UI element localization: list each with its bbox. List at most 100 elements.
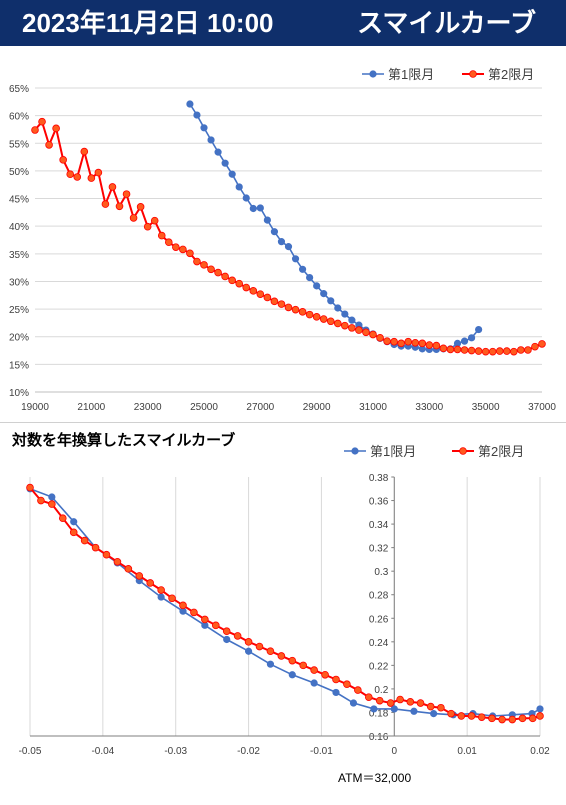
data-point-series-2 xyxy=(396,695,404,704)
data-point-series-2 xyxy=(386,699,395,707)
data-point-series-1 xyxy=(200,124,208,132)
x-tick-label: 25000 xyxy=(190,402,218,413)
data-point-series-2 xyxy=(168,594,176,603)
x-tick-label: 27000 xyxy=(246,402,274,413)
data-point-series-2 xyxy=(355,326,363,334)
data-point-series-2 xyxy=(341,321,349,330)
x-tick-label: 0.01 xyxy=(457,746,477,757)
data-point-series-1 xyxy=(332,688,340,697)
y-tick-label: 0.24 xyxy=(369,638,389,649)
data-point-series-1 xyxy=(157,593,165,601)
data-point-series-2 xyxy=(129,214,138,222)
data-point-series-2 xyxy=(201,615,209,624)
x-tick-label: 33000 xyxy=(415,402,443,413)
data-point-series-2 xyxy=(510,347,518,356)
y-tick-label: 35% xyxy=(9,250,29,261)
legend-marker-2 xyxy=(459,447,467,455)
legend-label-2: 第2限月 xyxy=(478,444,524,459)
data-point-series-2 xyxy=(397,339,405,348)
y-tick-label: 60% xyxy=(9,112,29,123)
data-point-series-2 xyxy=(477,713,486,721)
data-point-series-1 xyxy=(341,310,349,318)
data-point-series-2 xyxy=(26,483,34,492)
data-point-series-2 xyxy=(277,652,286,660)
data-point-series-2 xyxy=(157,231,166,240)
data-point-series-2 xyxy=(66,170,75,179)
data-point-series-1 xyxy=(475,325,483,334)
data-point-series-2 xyxy=(172,243,180,251)
data-point-series-1 xyxy=(193,111,201,119)
data-point-series-1 xyxy=(266,660,275,668)
data-point-series-1 xyxy=(249,204,257,213)
y-tick-label: 25% xyxy=(9,305,29,316)
data-point-series-1 xyxy=(207,136,215,144)
data-point-series-2 xyxy=(369,330,377,339)
data-point-series-2 xyxy=(190,608,198,617)
data-point-series-2 xyxy=(91,543,100,552)
data-point-series-2 xyxy=(135,572,144,580)
data-point-series-2 xyxy=(305,310,314,319)
data-point-series-2 xyxy=(321,670,329,679)
data-point-series-2 xyxy=(80,536,89,545)
data-point-series-2 xyxy=(284,303,293,312)
data-point-series-2 xyxy=(364,693,373,701)
data-point-series-2 xyxy=(146,579,155,587)
data-point-series-2 xyxy=(538,340,546,348)
data-point-series-2 xyxy=(343,680,351,689)
data-point-series-2 xyxy=(45,141,53,149)
data-point-series-2 xyxy=(228,276,236,285)
data-point-series-2 xyxy=(186,249,194,258)
data-point-series-2 xyxy=(80,147,89,156)
data-point-series-2 xyxy=(447,709,455,718)
data-point-series-1 xyxy=(291,255,300,263)
data-point-series-2 xyxy=(439,344,448,353)
data-point-series-1 xyxy=(221,159,229,167)
data-point-series-1 xyxy=(70,518,78,526)
data-point-series-1 xyxy=(298,265,307,273)
data-point-series-1 xyxy=(256,204,264,212)
data-point-series-2 xyxy=(432,341,441,350)
data-point-series-2 xyxy=(460,346,469,354)
data-point-series-2 xyxy=(508,715,517,724)
data-point-series-1 xyxy=(244,647,253,655)
data-point-series-2 xyxy=(383,337,391,345)
data-point-series-1 xyxy=(313,282,321,290)
data-point-series-1 xyxy=(370,705,378,713)
data-point-series-2 xyxy=(425,341,434,349)
x-tick-label: 31000 xyxy=(359,402,387,413)
legend-marker-2 xyxy=(469,70,477,78)
data-point-series-2 xyxy=(488,347,497,356)
data-point-series-1 xyxy=(306,273,314,282)
data-point-series-1 xyxy=(263,216,271,224)
y-tick-label: 0.3 xyxy=(374,567,388,578)
data-point-series-2 xyxy=(214,268,222,277)
data-point-series-2 xyxy=(38,117,46,126)
data-point-series-1 xyxy=(430,710,438,718)
data-point-series-2 xyxy=(531,342,539,351)
x-tick-label: 35000 xyxy=(472,402,500,413)
data-point-series-2 xyxy=(200,261,208,269)
data-point-series-1 xyxy=(390,705,398,713)
data-point-series-2 xyxy=(244,638,253,646)
legend-marker-1 xyxy=(351,447,359,455)
y-tick-label: 0.16 xyxy=(369,732,389,743)
data-point-series-2 xyxy=(207,265,215,274)
y-tick-label: 50% xyxy=(9,167,29,178)
legend-marker-1 xyxy=(369,70,377,78)
data-point-series-1 xyxy=(214,148,222,156)
data-point-series-2 xyxy=(326,317,335,326)
data-point-series-2 xyxy=(319,315,328,323)
data-point-series-2 xyxy=(467,712,476,720)
data-point-series-2 xyxy=(263,293,272,302)
data-point-series-2 xyxy=(298,308,307,316)
data-point-series-2 xyxy=(354,686,362,694)
data-point-series-2 xyxy=(122,190,131,198)
data-point-series-1 xyxy=(277,238,286,246)
legend-label-2: 第2限月 xyxy=(488,67,534,82)
x-tick-label: 29000 xyxy=(303,402,331,413)
data-point-series-2 xyxy=(517,346,525,354)
y-tick-label: 0.26 xyxy=(369,614,389,625)
data-point-series-2 xyxy=(87,174,96,182)
data-point-series-2 xyxy=(291,305,300,314)
data-point-series-1 xyxy=(467,334,476,342)
